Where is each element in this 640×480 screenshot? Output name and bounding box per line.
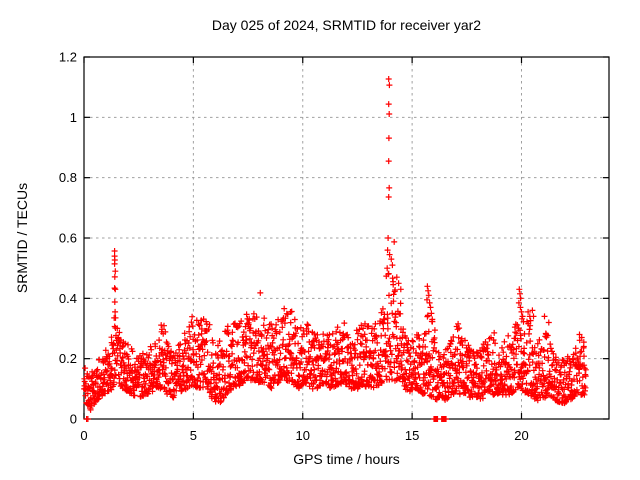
y-tick-label: 1 xyxy=(70,110,77,125)
y-tick-label: 0.8 xyxy=(59,170,77,185)
x-tick-label: 5 xyxy=(190,428,197,443)
scatter-markers xyxy=(81,76,589,422)
x-tick-label: 20 xyxy=(514,428,528,443)
x-tick-label: 15 xyxy=(405,428,419,443)
x-axis-label: GPS time / hours xyxy=(293,451,400,467)
y-tick-label: 1.2 xyxy=(59,50,77,65)
y-axis-label: SRMTID / TECUs xyxy=(14,182,30,294)
y-tick-label: 0.2 xyxy=(59,351,77,366)
x-tick-label: 10 xyxy=(296,428,310,443)
chart-title: Day 025 of 2024, SRMTID for receiver yar… xyxy=(211,17,482,33)
y-tick-label: 0 xyxy=(70,412,77,427)
x-tick-label: 0 xyxy=(80,428,87,443)
y-tick-label: 0.4 xyxy=(59,291,77,306)
y-tick-label: 0.6 xyxy=(59,231,77,246)
